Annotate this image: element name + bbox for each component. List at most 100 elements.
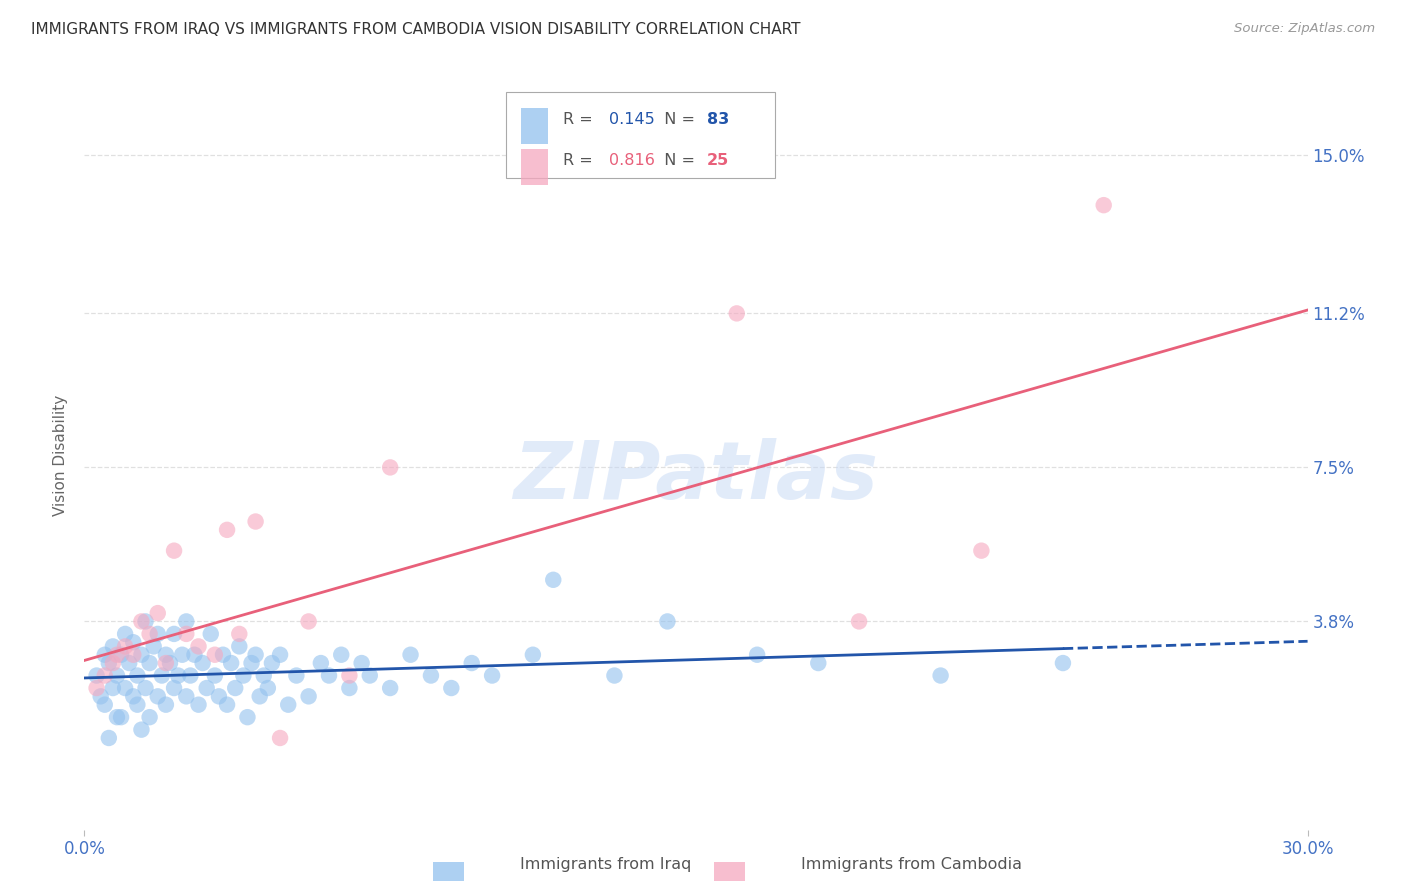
Point (155, 656, 177, 670)
Point (114, 681, 136, 695)
Point (90, 690, 112, 704)
Point (1092, 198, 1115, 212)
Point (118, 656, 141, 670)
Point (93, 648, 115, 662)
Point (970, 543, 993, 558)
Point (228, 627, 250, 641)
Point (420, 668, 443, 682)
Text: Immigrants from Iraq: Immigrants from Iraq (520, 857, 692, 872)
Text: Source: ZipAtlas.com: Source: ZipAtlas.com (1234, 22, 1375, 36)
Point (138, 710, 160, 724)
Point (93, 668, 115, 682)
Point (122, 690, 145, 704)
Point (187, 698, 209, 712)
FancyBboxPatch shape (506, 92, 776, 178)
Point (131, 723, 153, 737)
Point (138, 656, 160, 670)
Text: 83: 83 (707, 112, 730, 127)
Point (93, 698, 115, 712)
Text: N =: N = (654, 112, 700, 127)
FancyBboxPatch shape (522, 108, 548, 144)
Point (174, 690, 197, 704)
Point (86, 668, 108, 682)
Point (114, 627, 136, 641)
Point (380, 681, 402, 695)
Text: ZIPatlas: ZIPatlas (513, 438, 879, 516)
Text: Immigrants from Cambodia: Immigrants from Cambodia (801, 857, 1022, 872)
Point (142, 640, 165, 654)
Point (217, 698, 239, 712)
Point (219, 656, 242, 670)
Point (174, 615, 197, 629)
Point (114, 640, 136, 654)
Point (105, 710, 128, 724)
Point (217, 523, 239, 537)
Point (204, 668, 226, 682)
Point (603, 668, 626, 682)
Point (163, 627, 186, 641)
Text: 0.816: 0.816 (609, 153, 655, 168)
Point (339, 681, 361, 695)
Point (86, 681, 108, 695)
Point (807, 656, 830, 670)
Point (298, 615, 321, 629)
Text: 0.145: 0.145 (609, 112, 655, 127)
Point (208, 690, 231, 704)
Point (159, 656, 181, 670)
Point (110, 648, 132, 662)
Point (146, 690, 169, 704)
Point (146, 606, 169, 620)
Point (260, 656, 283, 670)
Point (253, 668, 276, 682)
Point (101, 656, 124, 670)
Point (110, 710, 132, 724)
Point (146, 627, 169, 641)
Point (277, 698, 299, 712)
Point (131, 648, 153, 662)
Point (318, 668, 340, 682)
Point (399, 648, 422, 662)
Point (481, 668, 503, 682)
Point (122, 648, 145, 662)
Point (138, 627, 160, 641)
Text: IMMIGRANTS FROM IRAQ VS IMMIGRANTS FROM CAMBODIA VISION DISABILITY CORRELATION C: IMMIGRANTS FROM IRAQ VS IMMIGRANTS FROM … (31, 22, 800, 37)
Point (150, 668, 173, 682)
Point (163, 681, 186, 695)
Point (1052, 656, 1074, 670)
Point (461, 656, 484, 670)
Point (232, 668, 254, 682)
Point (97, 656, 120, 670)
Point (122, 635, 145, 649)
Point (350, 656, 373, 670)
Point (236, 710, 259, 724)
Point (285, 668, 308, 682)
Point (135, 681, 157, 695)
Point (101, 681, 124, 695)
Point (543, 573, 565, 587)
Point (172, 648, 194, 662)
Point (200, 627, 222, 641)
Point (179, 668, 201, 682)
Point (167, 668, 190, 682)
Point (339, 668, 361, 682)
Point (174, 627, 197, 641)
Point (155, 698, 177, 712)
Point (657, 615, 679, 629)
Point (127, 698, 149, 712)
Point (257, 681, 280, 695)
Point (848, 615, 870, 629)
Point (269, 648, 291, 662)
Point (101, 640, 124, 654)
Text: R =: R = (562, 112, 598, 127)
Point (380, 460, 402, 475)
Point (97, 731, 120, 745)
Point (224, 681, 246, 695)
Point (105, 668, 128, 682)
Point (105, 648, 128, 662)
Point (245, 515, 267, 529)
Point (440, 681, 463, 695)
Point (309, 656, 332, 670)
Point (191, 656, 214, 670)
Text: 25: 25 (707, 153, 730, 168)
Point (330, 648, 353, 662)
